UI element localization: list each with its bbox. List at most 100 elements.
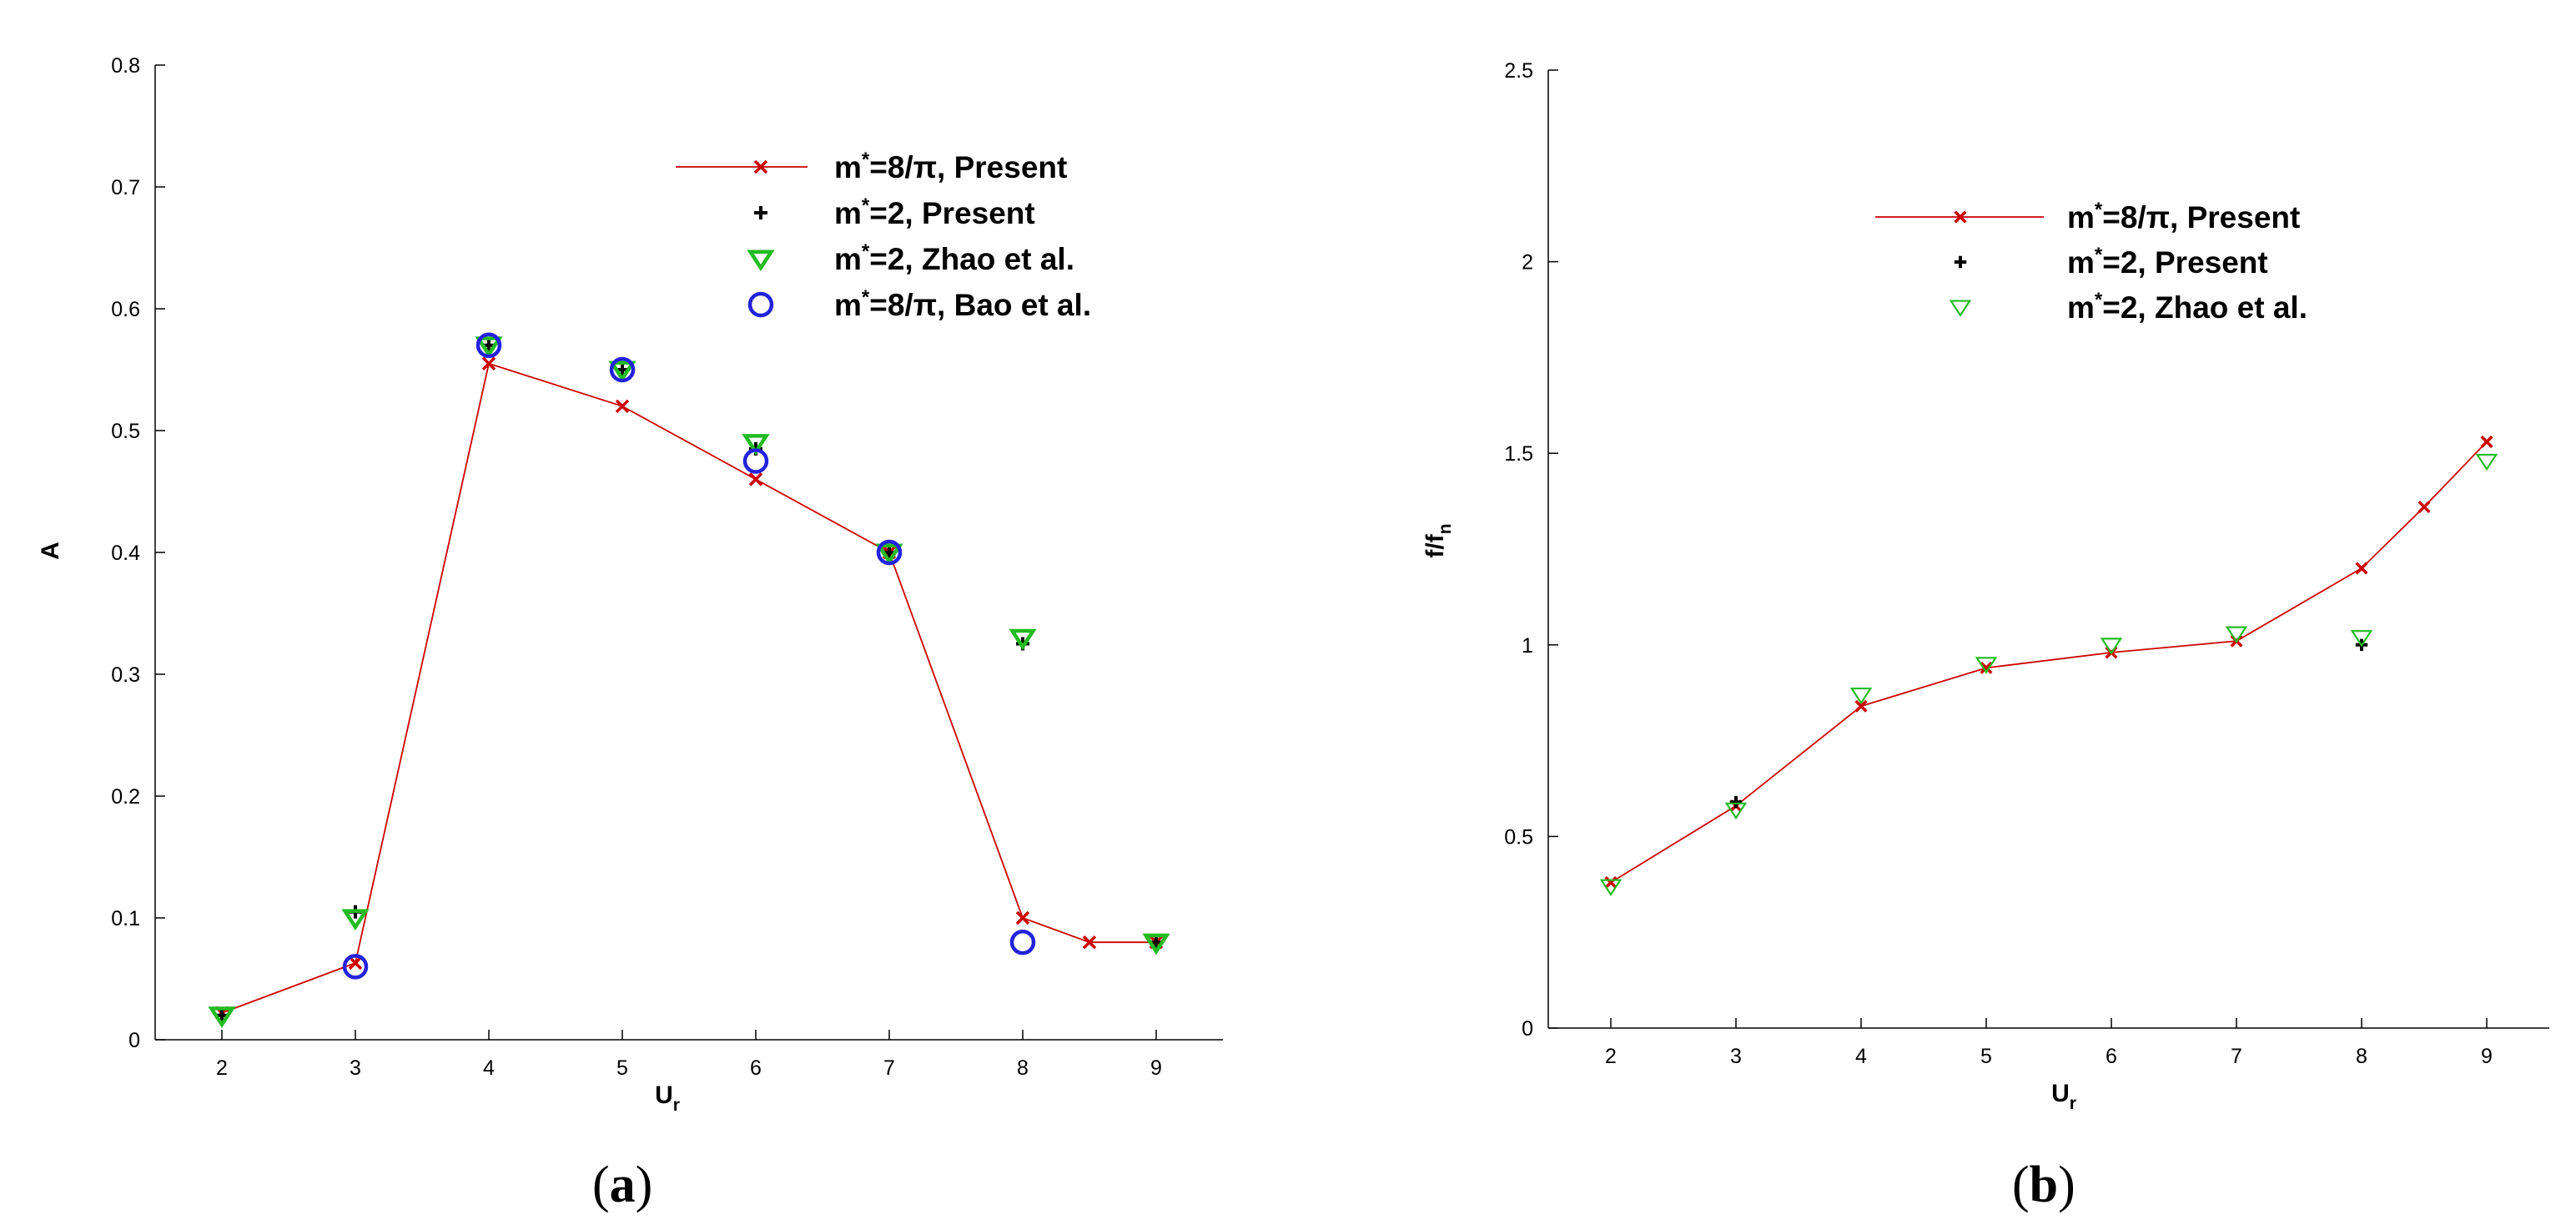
data-point: [742, 448, 769, 474]
data-point: [342, 954, 369, 980]
series-3: [208, 336, 1170, 1028]
x-tick-label: 6: [750, 1056, 762, 1080]
legend-item: m*=8/π, Bao et al.: [747, 286, 1091, 322]
x-tick-label: 9: [1150, 1056, 1162, 1080]
data-point: [1854, 699, 1868, 713]
x-tick-label: 5: [1980, 1045, 1992, 1068]
data-point: [1082, 935, 1097, 950]
legend-marker: [753, 159, 768, 174]
data-point: [341, 909, 370, 931]
y-tick-label: 2: [1522, 251, 1533, 275]
x-axis-title: Ur: [655, 1081, 680, 1115]
data-point: [1980, 661, 1993, 674]
y-tick-label: 0.7: [111, 176, 140, 199]
data-point: [1604, 875, 1618, 890]
data-point: [2355, 562, 2368, 575]
data-point: [1975, 657, 1998, 674]
legend-item: m*=2, Zhao et al.: [747, 240, 1074, 276]
data-point: [1142, 933, 1170, 955]
x-tick-label: 4: [483, 1056, 495, 1080]
legend-item: m*=8/π, Present: [676, 149, 1067, 184]
data-point: [1009, 929, 1036, 955]
data-point: [2418, 500, 2431, 514]
data-point: [2475, 453, 2498, 471]
y-tick-label: 0.1: [111, 907, 140, 930]
legend-item: m*=8/π, Present: [1875, 199, 2300, 234]
x-tick-label: 7: [2231, 1045, 2242, 1068]
data-point: [875, 543, 903, 566]
data-point: [615, 399, 630, 414]
series-line: [1610, 441, 2488, 884]
data-point: [1724, 802, 1748, 820]
legend-item: m*=2, Present: [754, 194, 1035, 230]
panel-label: (b): [2012, 1157, 2075, 1213]
data-point: [1009, 628, 1037, 651]
y-axis-title: A: [37, 542, 64, 560]
legend-marker: [1949, 300, 1972, 317]
data-point: [2480, 435, 2493, 448]
series-4: [342, 332, 1036, 980]
x-tick-label: 9: [2481, 1045, 2493, 1068]
y-axis-title-group: A: [37, 542, 64, 560]
y-tick-label: 0: [128, 1029, 140, 1052]
y-tick-label: 0: [1522, 1017, 1533, 1041]
legend-label: m*=8/π, Present: [2067, 199, 2300, 234]
y-tick-label: 0.4: [111, 542, 140, 565]
data-point: [2100, 638, 2123, 655]
data-point: [748, 472, 763, 486]
series-3: [1599, 453, 2498, 897]
y-tick-label: 0.5: [1504, 825, 1533, 849]
x-tick-label: 2: [216, 1056, 228, 1080]
x-axis-title: Ur: [2051, 1080, 2076, 1113]
data-point: [1729, 795, 1743, 809]
legend-marker: [754, 206, 767, 219]
legend-label: m*=8/π, Present: [834, 149, 1067, 184]
legend-marker: [747, 291, 774, 318]
y-tick-label: 0.3: [111, 663, 140, 687]
legend-label: m*=2, Zhao et al.: [2067, 289, 2307, 325]
x-tick-label: 6: [2106, 1045, 2117, 1068]
x-tick-label: 5: [616, 1056, 628, 1080]
legend-label: m*=2, Present: [2067, 244, 2268, 280]
data-point: [1599, 879, 1623, 897]
legend-marker: [747, 250, 775, 272]
legend-marker: [1954, 255, 1967, 269]
legend-marker: [1954, 210, 1967, 224]
legend: m*=8/π, Present m*=2, Present m*=2, Zhao e…: [676, 149, 1091, 322]
y-tick-label: 1: [1522, 634, 1533, 658]
x-tick-label: 2: [1605, 1045, 1617, 1068]
x-tick-label: 8: [1017, 1056, 1029, 1080]
y-tick-label: 0.6: [111, 298, 140, 321]
series-1: [214, 356, 1164, 1021]
x-tick-label: 3: [1730, 1045, 1742, 1068]
legend-label: m*=8/π, Bao et al.: [834, 286, 1091, 322]
x-tick-label: 3: [350, 1056, 361, 1080]
data-point: [876, 539, 903, 566]
y-axis-title: f/fn: [1421, 523, 1455, 557]
y-axis-title-group: f/fn: [1421, 523, 1455, 557]
panel-label: (a): [592, 1157, 652, 1213]
x-tick-label: 7: [883, 1056, 895, 1080]
chart-panel-b: 2 3 4 5 6 7 8 9 0 0.5 1 1.5 2 2.5 Ur f/fn m*=8/π, Presen…: [1421, 59, 2549, 1213]
data-point: [2350, 630, 2373, 648]
chart-panel-a: 2 3 4 5 6 7 8 9 0 0.1 0.2 0.3 0.4 0.5 0.6 0.7 0.8 Ur Am*=8…: [37, 54, 1223, 1213]
series-2: [1729, 638, 2368, 809]
data-point: [742, 434, 770, 456]
legend-item: m*=2, Present: [1954, 244, 2268, 280]
data-point: [208, 1006, 236, 1028]
data-point: [475, 336, 503, 358]
series-1: [1604, 435, 2493, 890]
y-tick-label: 0.8: [111, 54, 140, 78]
legend-item: m*=2, Zhao et al.: [1949, 289, 2307, 325]
legend: m*=8/π, Present m*=2, Present m*=2, Zhao e…: [1875, 199, 2307, 325]
data-point: [1849, 687, 1873, 705]
data-point: [475, 332, 502, 359]
data-point: [481, 356, 496, 371]
data-point: [348, 955, 363, 970]
y-tick-label: 1.5: [1504, 442, 1533, 466]
x-tick-label: 4: [1855, 1045, 1867, 1068]
data-point: [609, 356, 636, 383]
y-tick-label: 0.5: [111, 420, 140, 443]
data-point: [608, 360, 636, 383]
